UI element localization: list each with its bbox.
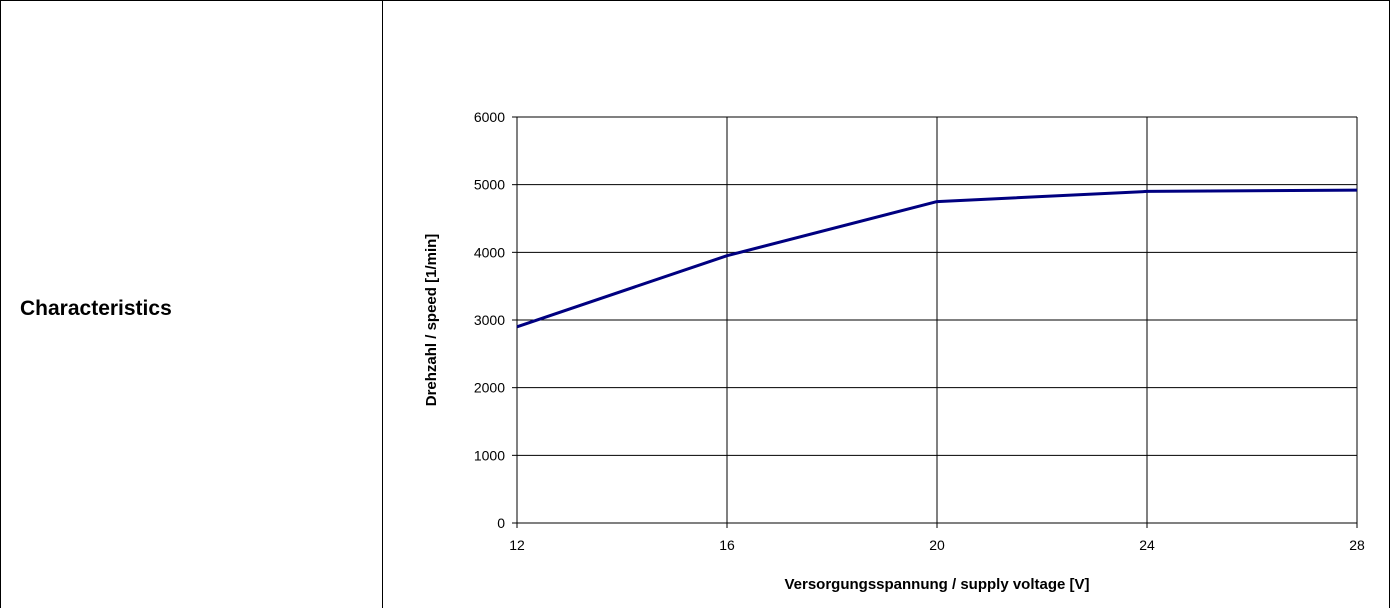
y-tick-label: 2000 <box>474 380 505 396</box>
x-tick-label: 24 <box>1139 537 1155 553</box>
y-tick-label: 5000 <box>474 177 505 193</box>
speed-voltage-chart: 12 16 20 24 28 0 1000 2000 3000 4000 5000 6000 Ver… <box>423 109 1365 593</box>
x-tick-label: 12 <box>509 537 525 553</box>
x-tick-labels: 12 16 20 24 28 <box>509 537 1365 553</box>
y-tick-label: 3000 <box>474 312 505 328</box>
x-axis-title: Versorgungsspannung / supply voltage [V] <box>784 576 1089 593</box>
x-tick-label: 16 <box>719 537 735 553</box>
series <box>516 188 1358 329</box>
y-tick-label: 6000 <box>474 109 505 125</box>
row-label: Characteristics <box>20 297 172 320</box>
cell-divider <box>382 0 383 608</box>
axes <box>512 116 1358 528</box>
grid <box>517 116 1358 523</box>
y-tick-labels: 0 1000 2000 3000 4000 5000 6000 <box>474 109 505 531</box>
y-tick-label: 4000 <box>474 244 505 260</box>
label-cell: Characteristics <box>0 0 382 608</box>
x-tick-label: 20 <box>929 537 945 553</box>
x-tick-label: 28 <box>1349 537 1365 553</box>
y-axis-title: Drehzahl / speed [1/min] <box>423 234 440 407</box>
y-tick-label: 0 <box>497 515 505 531</box>
y-tick-label: 1000 <box>474 447 505 463</box>
series-line <box>516 188 1358 329</box>
